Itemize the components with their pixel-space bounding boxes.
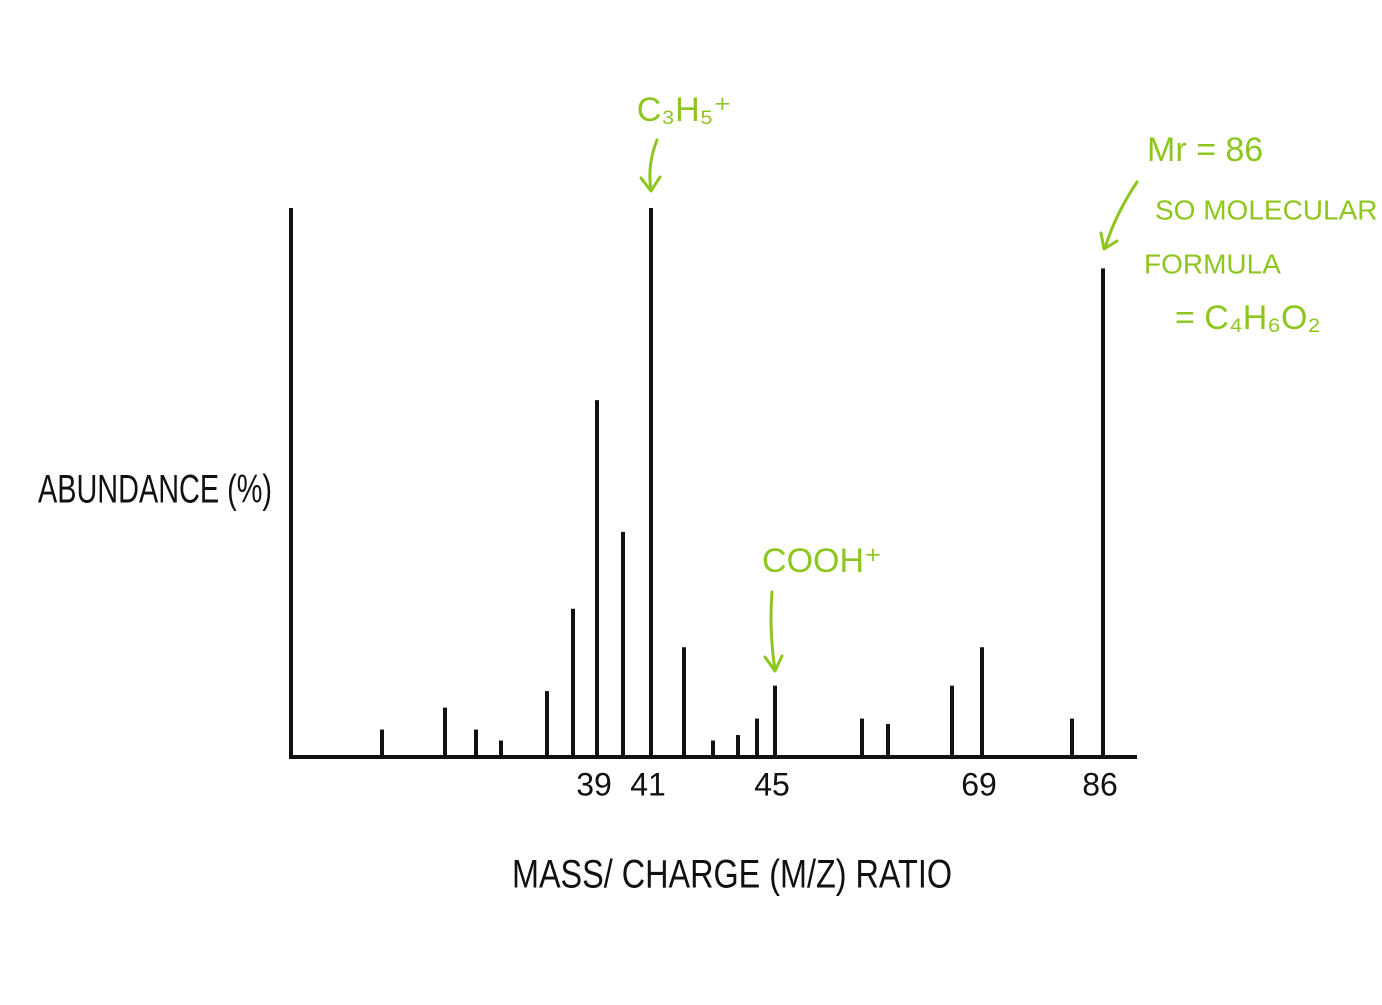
x-tick-label: 45: [754, 766, 790, 802]
x-tick-label: 41: [630, 766, 666, 802]
annotation: = C₄H₆O₂: [1175, 299, 1321, 337]
x-axis-label: MASS/ CHARGE (M/Z) RATIO: [512, 853, 952, 897]
annotation: COOH⁺: [762, 542, 882, 580]
annotation-arrow: [763, 590, 784, 673]
y-axis-label: ABUNDANCE (%): [38, 468, 272, 512]
annotation: FORMULA: [1144, 248, 1281, 279]
annotation: SO MOLECULAR: [1155, 194, 1378, 225]
x-tick-label: 86: [1082, 766, 1118, 802]
x-tick-label: 39: [576, 766, 612, 802]
bars: 39 41 45 69 86: [380, 208, 1118, 802]
annotation: Mr = 86: [1147, 131, 1263, 169]
annotation-arrow: [639, 138, 662, 193]
annotation: C₃H₅⁺: [637, 91, 732, 129]
annotation-arrow: [1099, 180, 1139, 251]
x-tick-label: 69: [961, 766, 997, 802]
